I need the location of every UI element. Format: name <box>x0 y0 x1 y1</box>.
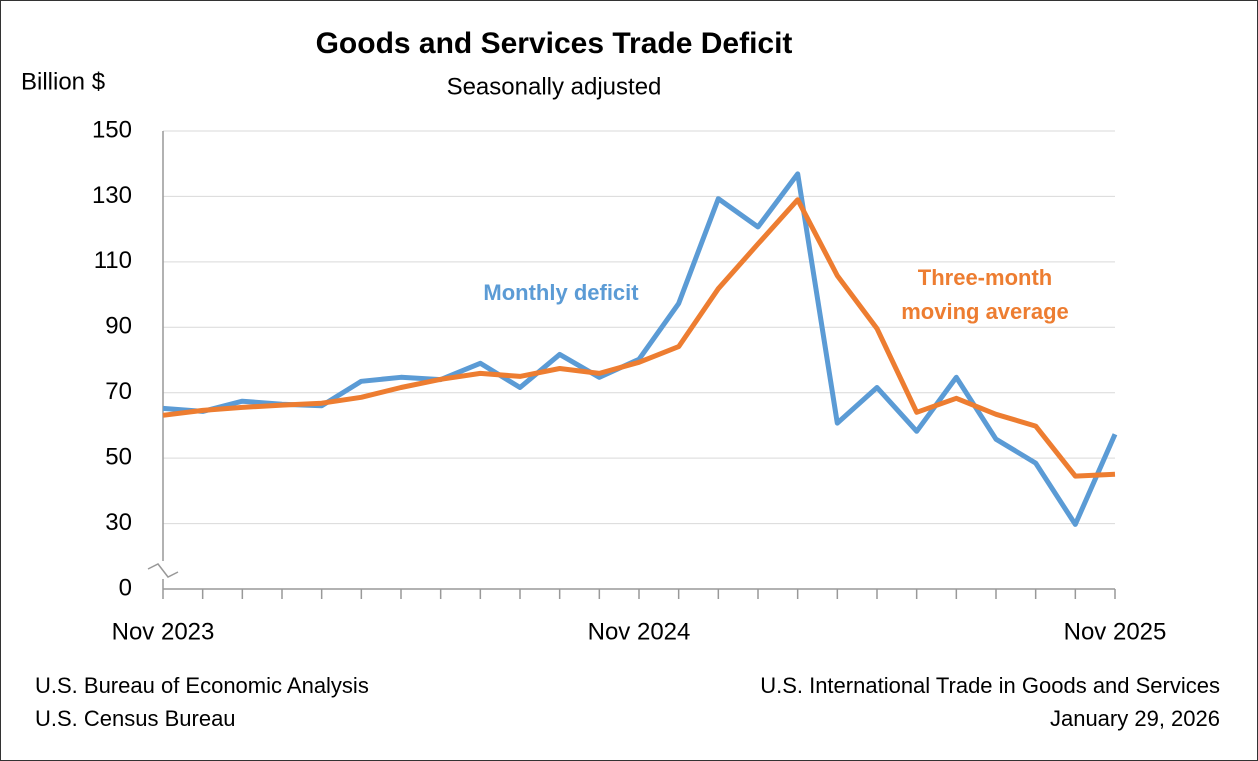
series-label: Monthly deficit <box>483 280 639 305</box>
footer: U.S. Census Bureau <box>35 706 236 731</box>
y-tick-label: 90 <box>105 313 132 340</box>
axis-break <box>147 563 179 578</box>
x-tick-label: Nov 2024 <box>588 618 691 645</box>
y-tick-label: 30 <box>105 509 132 536</box>
y-tick-label: 70 <box>105 378 132 405</box>
x-tick-label: Nov 2025 <box>1064 618 1167 645</box>
y-tick-label: 50 <box>105 443 132 470</box>
series-line <box>162 171 1118 527</box>
series-label: Three-month moving average <box>901 265 1069 324</box>
footer: January 29, 2026 <box>1050 706 1220 731</box>
y-tick-label: 150 <box>92 116 132 143</box>
chart-title: Goods and Services Trade Deficit <box>316 27 793 60</box>
y-axis-label: Billion $ <box>21 68 105 95</box>
x-tick-label: Nov 2023 <box>112 618 215 645</box>
y-tick-label: 130 <box>92 182 132 209</box>
chart-subtitle: Seasonally adjusted <box>447 73 662 100</box>
footer: U.S. Bureau of Economic Analysis <box>35 673 369 698</box>
footer: U.S. International Trade in Goods and Se… <box>760 673 1220 698</box>
y-tick-label: 0 <box>119 574 132 601</box>
y-tick-label: 110 <box>94 247 132 274</box>
series-line <box>162 197 1116 479</box>
